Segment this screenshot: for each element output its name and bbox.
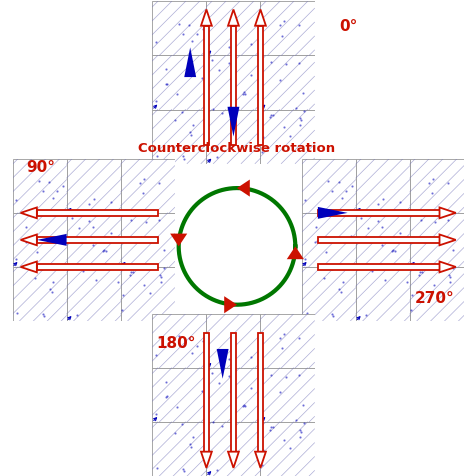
- Polygon shape: [318, 211, 439, 216]
- Polygon shape: [21, 235, 37, 246]
- Polygon shape: [255, 452, 266, 468]
- Bar: [301, 213, 356, 268]
- Polygon shape: [318, 265, 439, 270]
- Polygon shape: [231, 333, 236, 452]
- Polygon shape: [318, 238, 439, 243]
- Bar: [12, 268, 66, 321]
- Bar: [121, 213, 175, 268]
- Polygon shape: [21, 208, 37, 219]
- Polygon shape: [439, 235, 456, 246]
- Bar: [206, 2, 261, 56]
- Bar: [152, 422, 206, 476]
- Polygon shape: [204, 27, 209, 145]
- Bar: [261, 110, 315, 164]
- Polygon shape: [201, 452, 212, 468]
- Bar: [261, 56, 315, 110]
- Polygon shape: [228, 452, 239, 468]
- Polygon shape: [439, 208, 456, 219]
- Text: Counterclockwise rotation: Counterclockwise rotation: [138, 142, 336, 155]
- Bar: [206, 422, 261, 476]
- Polygon shape: [37, 238, 158, 243]
- Bar: [261, 422, 315, 476]
- Text: 180°: 180°: [156, 336, 196, 350]
- Polygon shape: [170, 234, 187, 247]
- Bar: [410, 159, 464, 213]
- Polygon shape: [204, 333, 209, 452]
- Bar: [410, 268, 464, 321]
- Bar: [66, 159, 121, 213]
- Bar: [261, 2, 315, 56]
- Text: 270°: 270°: [415, 290, 455, 305]
- Polygon shape: [318, 208, 347, 219]
- Bar: [206, 314, 261, 368]
- Bar: [66, 268, 121, 321]
- Bar: [152, 110, 206, 164]
- Polygon shape: [287, 247, 304, 259]
- Bar: [261, 368, 315, 422]
- Polygon shape: [184, 48, 196, 78]
- Polygon shape: [21, 262, 37, 273]
- Bar: [206, 368, 261, 422]
- Bar: [261, 314, 315, 368]
- Polygon shape: [237, 180, 250, 197]
- Bar: [206, 110, 261, 164]
- Polygon shape: [37, 235, 66, 246]
- Bar: [356, 159, 410, 213]
- Bar: [206, 56, 261, 110]
- Bar: [152, 368, 206, 422]
- Polygon shape: [228, 108, 239, 137]
- Text: 0°: 0°: [339, 19, 357, 34]
- Bar: [356, 268, 410, 321]
- Bar: [12, 159, 66, 213]
- Bar: [410, 213, 464, 268]
- Bar: [152, 314, 206, 368]
- Bar: [356, 213, 410, 268]
- Bar: [66, 213, 121, 268]
- Bar: [121, 268, 175, 321]
- Bar: [301, 159, 356, 213]
- Polygon shape: [224, 297, 237, 314]
- Polygon shape: [258, 333, 263, 452]
- Polygon shape: [217, 349, 228, 379]
- Bar: [12, 213, 66, 268]
- Bar: [301, 268, 356, 321]
- Polygon shape: [37, 265, 158, 270]
- Polygon shape: [228, 10, 239, 27]
- Polygon shape: [37, 211, 158, 216]
- Polygon shape: [201, 10, 212, 27]
- Bar: [121, 159, 175, 213]
- Bar: [152, 56, 206, 110]
- Text: 90°: 90°: [26, 159, 55, 174]
- Polygon shape: [231, 27, 236, 145]
- Polygon shape: [258, 27, 263, 145]
- Polygon shape: [255, 10, 266, 27]
- Bar: [152, 2, 206, 56]
- Polygon shape: [439, 262, 456, 273]
